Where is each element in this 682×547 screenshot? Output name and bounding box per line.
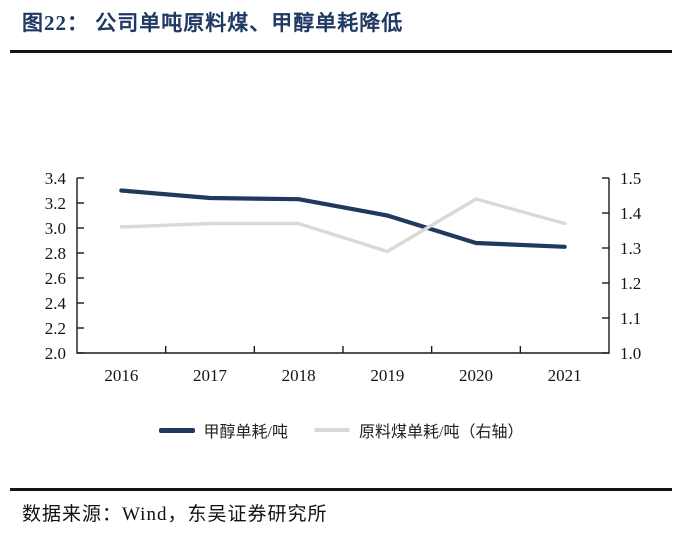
left-axis-tick-label: 3.4 [45, 169, 67, 188]
x-axis-category-label: 2019 [370, 366, 404, 385]
x-axis-category-label: 2020 [459, 366, 493, 385]
right-axis-tick-label: 1.0 [620, 344, 641, 363]
x-axis-category-label: 2016 [104, 366, 138, 385]
legend-item-methanol: 甲醇单耗/吨 [158, 418, 288, 442]
footer-divider-rule [10, 488, 672, 491]
right-axis-tick-label: 1.4 [620, 204, 642, 223]
x-axis-category-label: 2018 [282, 366, 316, 385]
left-axis-tick-label: 2.0 [45, 344, 66, 363]
left-axis-tick-label: 3.2 [45, 194, 66, 213]
left-axis-tick-label: 2.2 [45, 319, 66, 338]
left-axis-tick-label: 2.8 [45, 244, 66, 263]
right-axis-tick-label: 1.5 [620, 169, 641, 188]
axis-frame [76, 178, 610, 354]
x-axis-category-label: 2021 [548, 366, 582, 385]
figure-title: 图22： 公司单吨原料煤、甲醇单耗降低 [22, 11, 404, 35]
legend-label-methanol: 甲醇单耗/吨 [203, 424, 288, 441]
legend-item-raw-coal: 原料煤单耗/吨（右轴） [314, 418, 523, 442]
left-axis-tick-label: 2.6 [45, 269, 66, 288]
left-axis-tick-label: 3.0 [45, 219, 66, 238]
series-line-1 [119, 197, 567, 254]
x-axis-category-label: 2017 [193, 366, 228, 385]
title-divider-rule [10, 50, 672, 53]
chart-canvas: 2.0 2.2 2.4 2.6 2.8 3.0 3.2 3.4 1.0 1.1 1.2 1.3 1.4 1… [45, 169, 642, 385]
data-source-text: 数据来源：Wind，东吴证券研究所 [22, 504, 328, 525]
legend-label-raw-coal: 原料煤单耗/吨（右轴） [359, 424, 524, 441]
series-line-0 [119, 188, 567, 249]
chart-legend: 甲醇单耗/吨 原料煤单耗/吨（右轴） [0, 418, 682, 442]
right-axis-tick-label: 1.2 [620, 274, 641, 293]
right-axis-tick-label: 1.1 [620, 309, 641, 328]
legend-line-sample-navy [158, 427, 195, 433]
legend-line-sample-gray [314, 428, 350, 432]
left-axis-tick-label: 2.4 [45, 294, 67, 313]
right-axis-tick-label: 1.3 [620, 239, 641, 258]
